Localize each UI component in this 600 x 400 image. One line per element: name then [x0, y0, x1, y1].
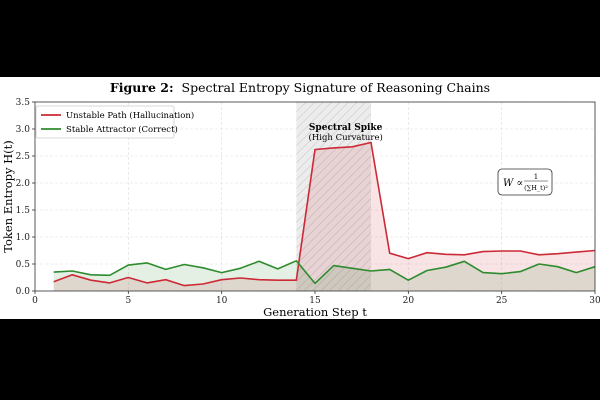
axis-ticks: 0 5 10 15 20 25 30 0.0 0.5 1.0 1.5 2.0 2.5 3.0 3.5 — [16, 98, 600, 306]
y-tick-label: 2.0 — [16, 179, 31, 189]
series-fill-1 — [53, 260, 595, 291]
legend: Unstable Path (Hallucination) Stable Att… — [35, 105, 194, 139]
y-tick-label: 1.0 — [16, 233, 31, 243]
x-tick-label: 15 — [309, 296, 321, 306]
x-axis-label: Generation Step t — [263, 305, 367, 319]
y-tick-label: 2.5 — [16, 152, 31, 162]
y-tick-label: 3.0 — [16, 125, 31, 135]
x-tick-label: 25 — [496, 296, 508, 306]
y-tick-label: 1.5 — [16, 206, 31, 216]
figure-title-text: Spectral Entropy Signature of Reasoning … — [182, 80, 491, 95]
weight-formula-annotation: W ∝ 1 (∑H_t)² — [497, 168, 553, 196]
spike-sublabel: (High Curvature) — [309, 132, 383, 143]
series-fills — [53, 142, 595, 291]
spike-label: Spectral Spike — [309, 123, 383, 133]
x-tick-label: 30 — [589, 296, 600, 306]
y-axis-label: Token Entropy H(t) — [1, 140, 15, 253]
series-fill-0 — [53, 142, 595, 291]
series-line-1 — [53, 260, 596, 285]
y-tick-label: 0.5 — [16, 260, 31, 270]
chart: Figure 2: Spectral Entropy Signature of … — [1, 80, 600, 319]
legend-label-stable: Stable Attractor (Correct) — [66, 124, 178, 135]
legend-label-unstable: Unstable Path (Hallucination) — [66, 110, 194, 121]
x-tick-label: 10 — [216, 296, 228, 306]
figure-title: Figure 2: Spectral Entropy Signature of … — [110, 80, 490, 95]
series-lines — [53, 141, 596, 287]
formula-numerator: 1 — [534, 173, 538, 181]
series-line-0 — [53, 141, 596, 287]
y-tick-label: 3.5 — [16, 98, 31, 108]
y-tick-label: 0.0 — [16, 287, 31, 297]
x-tick-label: 20 — [403, 296, 415, 306]
formula-denominator: (∑H_t)² — [524, 184, 548, 192]
figure: Figure 2: Spectral Entropy Signature of … — [0, 77, 600, 319]
formula-lhs: W ∝ — [503, 178, 523, 189]
figure-label: Figure 2: — [110, 80, 174, 95]
x-tick-label: 0 — [32, 296, 38, 306]
x-tick-label: 5 — [125, 296, 131, 306]
